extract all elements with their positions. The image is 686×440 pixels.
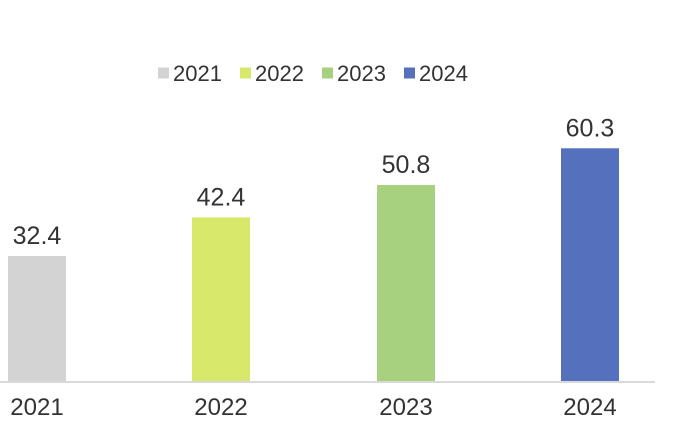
- bar-2022: [192, 217, 250, 381]
- legend-swatch-2024: [404, 67, 415, 79]
- x-tick-label-2023: 2023: [379, 394, 432, 421]
- legend: 2021 2022 2023 2024: [158, 61, 468, 86]
- bars: [8, 148, 619, 381]
- data-label-2022: 42.4: [197, 183, 246, 211]
- legend-label-2021: 2021: [173, 61, 222, 86]
- bar-2024: [561, 148, 619, 381]
- data-label-2023: 50.8: [382, 151, 431, 179]
- x-axis-ticks: 2021 2022 2023 2024: [10, 394, 616, 421]
- bar-2021: [8, 255, 66, 381]
- legend-swatch-2023: [322, 67, 333, 79]
- x-tick-label-2022: 2022: [194, 394, 247, 421]
- legend-swatch-2022: [240, 67, 251, 79]
- x-tick-label-2021: 2021: [10, 394, 63, 421]
- legend-label-2024: 2024: [419, 61, 468, 86]
- data-label-2021: 32.4: [13, 222, 62, 250]
- legend-swatch-2021: [158, 67, 169, 79]
- x-tick-label-2024: 2024: [563, 394, 616, 421]
- legend-label-2022: 2022: [255, 61, 304, 86]
- bar-2023: [377, 184, 435, 381]
- data-labels: 32.4 42.4 50.8 60.3: [13, 114, 615, 250]
- data-label-2024: 60.3: [566, 114, 615, 142]
- legend-label-2023: 2023: [337, 61, 386, 86]
